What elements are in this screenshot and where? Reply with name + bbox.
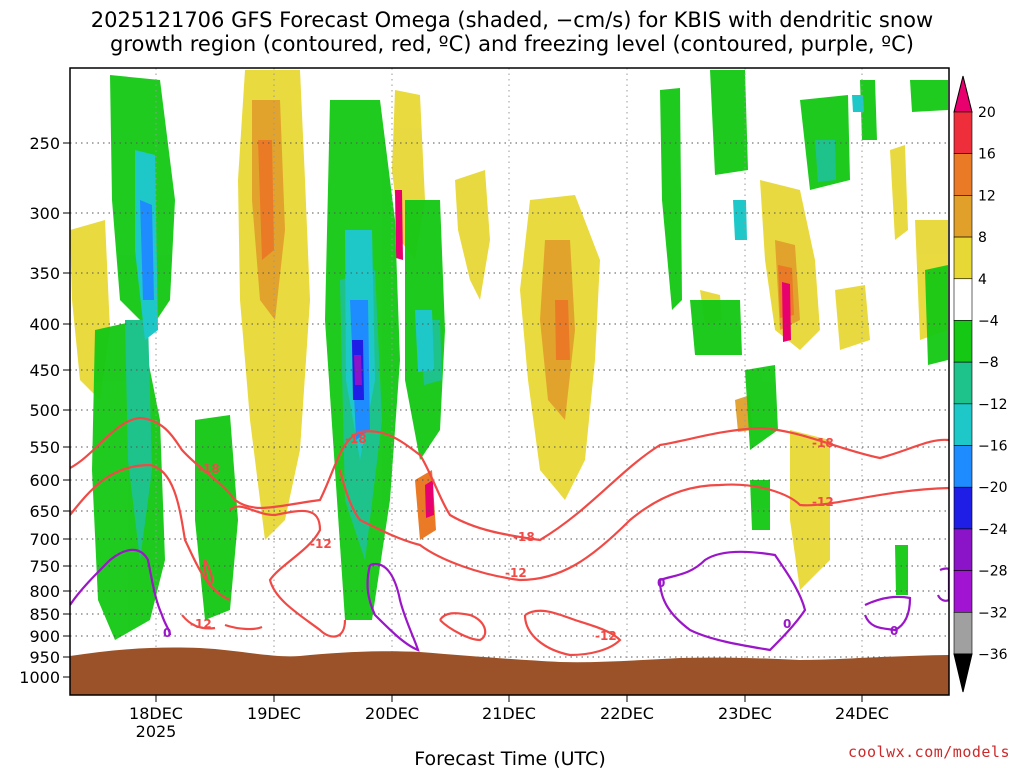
colorbar-label: 16 <box>978 147 996 163</box>
y-tick-label: 950 <box>29 648 60 667</box>
colorbar: 20 16 12 8 4 −4 −8 −12 −16 −20 −24 −28 −32 −36 <box>953 75 1008 693</box>
colorbar-label: 12 <box>978 188 996 204</box>
contour-label-minus-12: -12 <box>812 495 834 509</box>
colorbar-segment <box>953 153 973 196</box>
colorbar-label: 20 <box>978 105 996 121</box>
credit-text: coolwx.com/models <box>847 743 1010 761</box>
y-tick-label: 1000 <box>19 668 60 687</box>
y-tick-label: 900 <box>29 627 60 646</box>
y-tick-labels: 250 300 350 400 450 500 550 600 650 700 … <box>19 134 60 687</box>
colorbar-segment <box>953 445 973 488</box>
x-tick-marks <box>155 695 863 702</box>
contour-label-minus-12: -12 <box>505 566 527 580</box>
x-tick-label: 20DEC <box>365 704 419 723</box>
colorbar-top-arrow <box>953 75 973 113</box>
colorbar-label: −16 <box>978 439 1008 455</box>
y-tick-label: 350 <box>29 264 60 283</box>
colorbar-label: 8 <box>978 230 987 246</box>
freezing-contours <box>70 548 949 652</box>
colorbar-segment <box>953 486 973 530</box>
colorbar-label: −8 <box>978 355 999 371</box>
contour-label-minus-12: -12 <box>595 629 617 643</box>
y-tick-label: 650 <box>29 502 60 521</box>
colorbar-label: −20 <box>978 480 1008 496</box>
x-tick-labels: 18DEC 19DEC 20DEC 21DEC 22DEC 23DEC 24DE… <box>129 704 889 741</box>
x-year-label: 2025 <box>136 722 177 741</box>
colorbar-bottom-arrow <box>953 653 973 693</box>
colorbar-label: −32 <box>978 605 1008 621</box>
x-tick-label: 21DEC <box>482 704 536 723</box>
x-axis-title: Forecast Time (UTC) <box>414 748 605 768</box>
y-tick-label: 400 <box>29 315 60 334</box>
y-tick-label: 300 <box>29 204 60 223</box>
colorbar-segment <box>953 612 973 655</box>
y-tick-marks <box>63 142 70 678</box>
colorbar-segment <box>953 403 973 446</box>
colorbar-segment <box>953 236 973 280</box>
contour-label-zero: 0 <box>657 576 665 590</box>
y-tick-label: 750 <box>29 557 60 576</box>
colorbar-segment <box>953 528 973 571</box>
y-tick-label: 450 <box>29 361 60 380</box>
freezing-contour-labels: 0 0 0 0 <box>163 576 898 640</box>
colorbar-label: −28 <box>978 564 1008 580</box>
y-tick-label: 600 <box>29 471 60 490</box>
colorbar-label: −24 <box>978 522 1008 538</box>
x-tick-label: 19DEC <box>247 704 301 723</box>
colorbar-segment <box>953 570 973 613</box>
x-tick-label: 18DEC <box>129 704 183 723</box>
terrain-fill <box>70 647 949 695</box>
contour-label-zero: 0 <box>890 624 898 638</box>
y-tick-label: 250 <box>29 134 60 153</box>
colorbar-label: −4 <box>978 313 999 329</box>
y-tick-label: 850 <box>29 605 60 624</box>
y-tick-label: 800 <box>29 582 60 601</box>
y-tick-label: 500 <box>29 401 60 420</box>
colorbar-segment <box>953 195 973 238</box>
title-line-1: 2025121706 GFS Forecast Omega (shaded, −… <box>90 8 934 32</box>
x-tick-label: 23DEC <box>718 704 772 723</box>
contour-label-minus-18: -18 <box>345 432 367 446</box>
colorbar-label: 4 <box>978 272 987 288</box>
contour-label-zero: 0 <box>783 617 791 631</box>
dgz-contours <box>70 416 949 657</box>
contour-label-minus-12: -12 <box>190 617 212 631</box>
x-tick-label: 24DEC <box>835 704 889 723</box>
colorbar-segment <box>953 320 973 363</box>
contour-label-minus-12: -12 <box>310 537 332 551</box>
contour-label-minus-18: -18 <box>513 530 535 544</box>
colorbar-label: −12 <box>978 397 1008 413</box>
contour-label-zero: 0 <box>163 626 171 640</box>
colorbar-label: −36 <box>978 647 1008 663</box>
colorbar-segment <box>953 278 973 321</box>
colorbar-segment <box>953 361 973 405</box>
y-tick-label: 550 <box>29 438 60 457</box>
colorbar-segment <box>953 111 973 154</box>
contour-label-minus-18: -18 <box>198 462 220 476</box>
dgz-contour-labels: -18 -18 -18 -18 -12 -12 -12 -12 -12 <box>190 432 834 643</box>
x-tick-label: 22DEC <box>600 704 654 723</box>
title-line-2: growth region (contoured, red, ºC) and f… <box>110 32 914 56</box>
y-tick-label: 700 <box>29 530 60 549</box>
contour-label-minus-18: -18 <box>812 436 834 450</box>
